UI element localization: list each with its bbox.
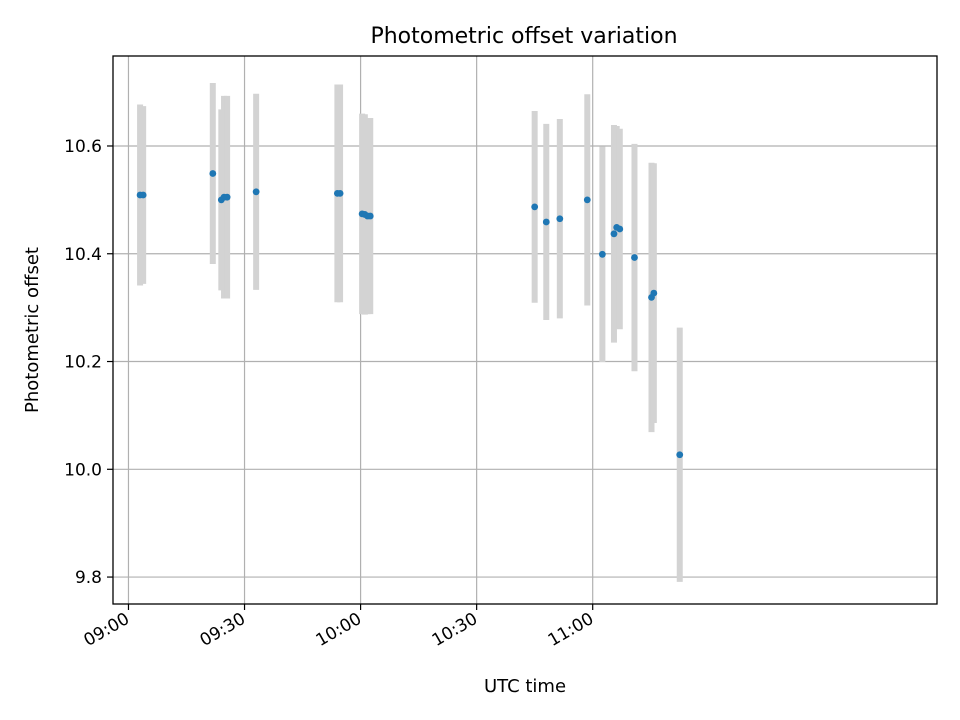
x-tick-label: 09:00 (81, 609, 133, 651)
data-point (631, 254, 638, 261)
data-points (136, 170, 684, 459)
chart-title: Photometric offset variation (370, 24, 677, 49)
y-tick-label: 10.6 (64, 137, 102, 157)
data-point (366, 212, 374, 220)
data-point (616, 225, 624, 233)
y-tick-label: 9.8 (75, 568, 102, 588)
data-point (556, 215, 564, 223)
x-tick-label: 09:30 (197, 609, 249, 651)
y-tick-label: 10.2 (64, 353, 102, 373)
data-point (583, 196, 591, 204)
y-tick-label: 10.4 (64, 245, 102, 265)
plot-frame (112, 55, 938, 605)
error-bars (137, 82, 683, 582)
x-tick-label: 10:30 (429, 609, 481, 651)
x-axis-label: UTC time (484, 676, 566, 697)
y-axis-label: Photometric offset (22, 247, 43, 413)
y-tick-label: 10.0 (64, 460, 102, 480)
data-point (650, 289, 658, 297)
data-point (139, 191, 147, 199)
data-point (209, 170, 217, 177)
data-point (676, 451, 684, 459)
x-tick-label: 10:00 (313, 609, 365, 651)
data-point (531, 203, 539, 211)
grid-lines (113, 56, 937, 604)
data-point (542, 218, 550, 226)
data-point (252, 188, 260, 196)
data-point (223, 193, 231, 201)
data-point (598, 250, 606, 258)
data-point (336, 190, 344, 197)
data-point (610, 230, 618, 238)
x-tick-label: 11:00 (545, 609, 597, 651)
